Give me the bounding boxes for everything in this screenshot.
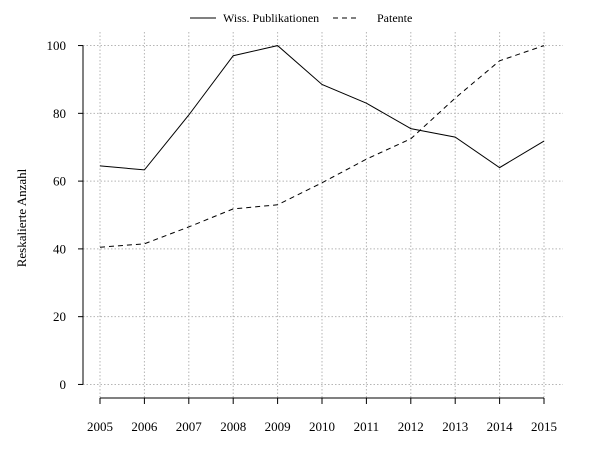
- x-axis-ticks: 2005 2006 2007 2008 2009 2010 2011 2012 2013 2014…: [87, 398, 557, 434]
- plot-area: [83, 32, 563, 398]
- y-tick-label: 100: [47, 38, 67, 53]
- x-tick-label: 2008: [220, 419, 246, 434]
- x-tick-label: 2012: [398, 419, 424, 434]
- axes: [82, 45, 544, 399]
- x-tick-label: 2013: [442, 419, 468, 434]
- legend: Wiss. Publikationen Patente: [190, 11, 412, 25]
- series-line-2: [99, 45, 545, 248]
- grid: [83, 32, 563, 398]
- y-tick-label: 40: [53, 241, 66, 256]
- series-line-1: [99, 45, 545, 171]
- y-axis-ticks: 0 20 40 60 80 100: [47, 38, 83, 392]
- x-tick-label: 2010: [309, 419, 335, 434]
- y-tick-label: 0: [60, 377, 67, 392]
- y-tick-label: 80: [53, 106, 66, 121]
- legend-label: Wiss. Publikationen: [223, 11, 319, 25]
- legend-label: Patente: [377, 11, 412, 25]
- x-tick-label: 2014: [487, 419, 514, 434]
- x-tick-label: 2015: [531, 419, 557, 434]
- x-tick-label: 2009: [265, 419, 291, 434]
- series-lines: [99, 45, 545, 248]
- x-tick-label: 2011: [354, 419, 380, 434]
- x-tick-label: 2007: [176, 419, 203, 434]
- y-tick-label: 20: [53, 309, 66, 324]
- y-axis-title: Reskalierte Anzahl: [14, 168, 29, 267]
- x-tick-label: 2006: [131, 419, 158, 434]
- y-tick-label: 60: [53, 174, 66, 189]
- x-tick-label: 2005: [87, 419, 113, 434]
